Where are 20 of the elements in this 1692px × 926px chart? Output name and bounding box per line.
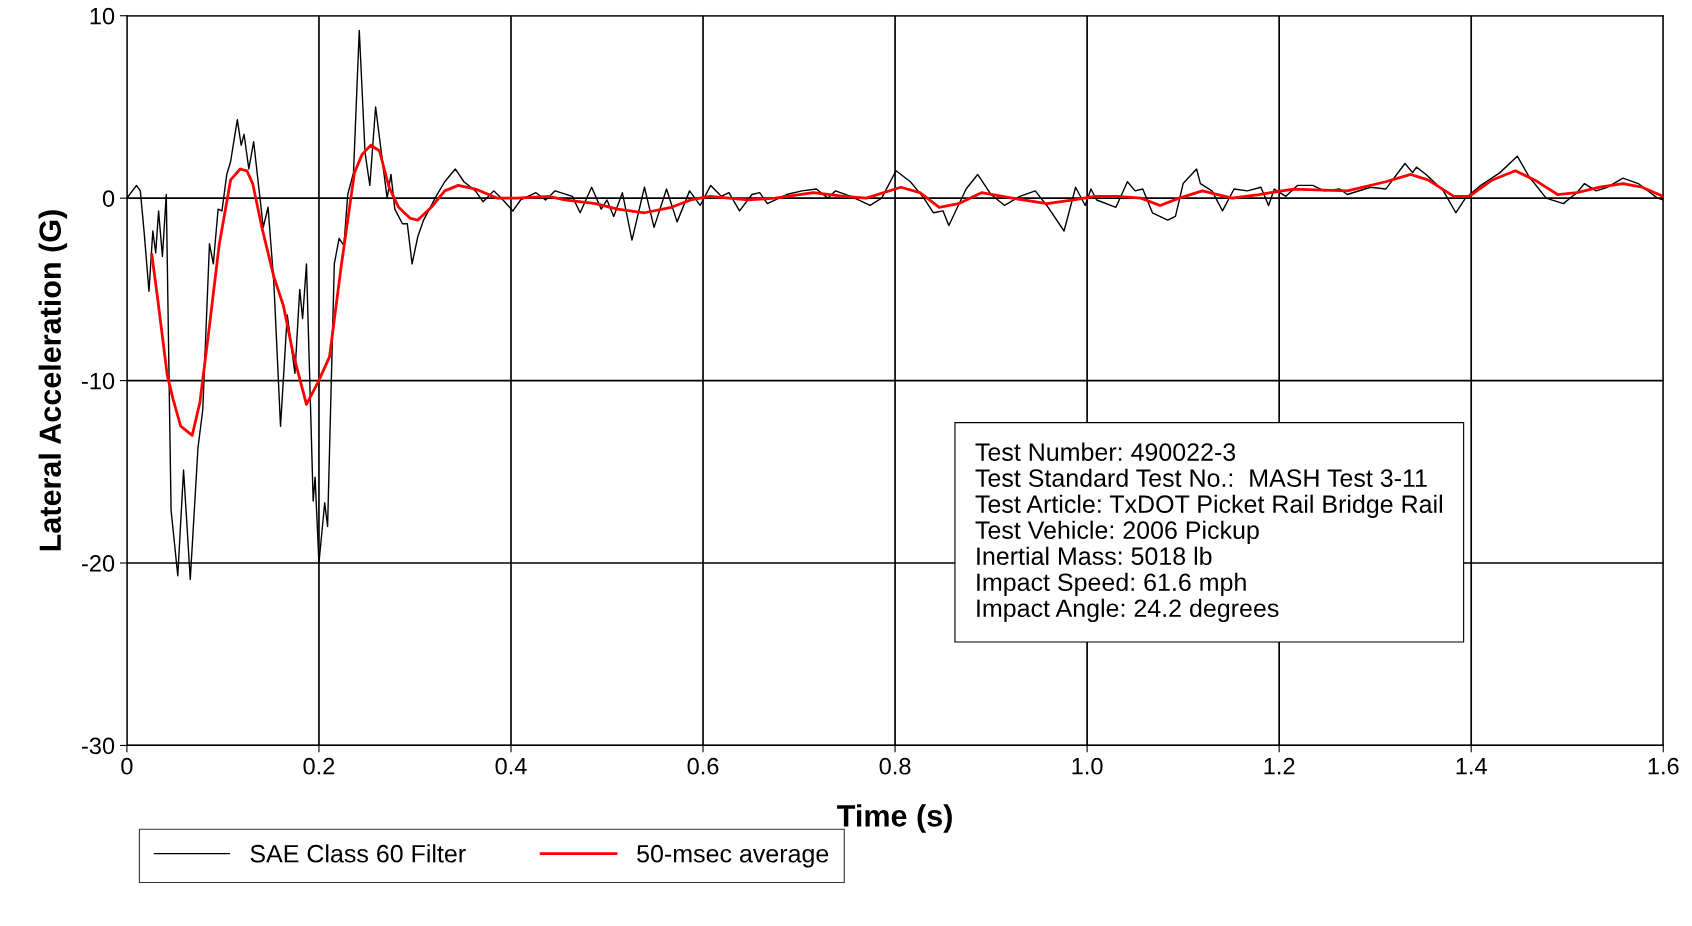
y-tick-label: 0 bbox=[102, 190, 115, 207]
x-tick-label: 0.8 bbox=[879, 757, 911, 775]
y-tick-label: -30 bbox=[82, 737, 115, 755]
x-tick-label: 1.4 bbox=[1456, 758, 1487, 775]
legend-label: SAE Class 60 Filter bbox=[250, 844, 466, 863]
line-series bbox=[150, 143, 1664, 437]
y-tick-label: -10 bbox=[82, 372, 115, 390]
y-axis-title: Lateral Acceleration (G) bbox=[38, 210, 68, 551]
x-tick-label: 1.2 bbox=[1264, 757, 1295, 775]
x-axis-title: Time (s) bbox=[837, 804, 952, 833]
y-tick-label: 10 bbox=[90, 7, 115, 25]
legend-label: 50-msec average bbox=[637, 844, 829, 868]
y-tick-label: -20 bbox=[82, 555, 115, 572]
x-tick-label: 0.4 bbox=[495, 757, 527, 775]
x-tick-label: 0 bbox=[121, 757, 133, 775]
x-tick-label: 1.0 bbox=[1072, 757, 1103, 775]
x-tick-label: 1.6 bbox=[1648, 757, 1679, 775]
annotation: Test Number: 490022-3 Test Standard Test No.: MASH Test 3-11 Test Article: TxDOT Picket Rail Bridge Rail Test Vehicle: 2006 Pickup Inertial Mass: 5018 lb Impact Speed: 61.6 mph Impact Angle: 24.2 degrees bbox=[975, 442, 1442, 623]
x-tick-label: 0.6 bbox=[687, 757, 719, 775]
x-tick-label: 0.2 bbox=[303, 757, 335, 775]
